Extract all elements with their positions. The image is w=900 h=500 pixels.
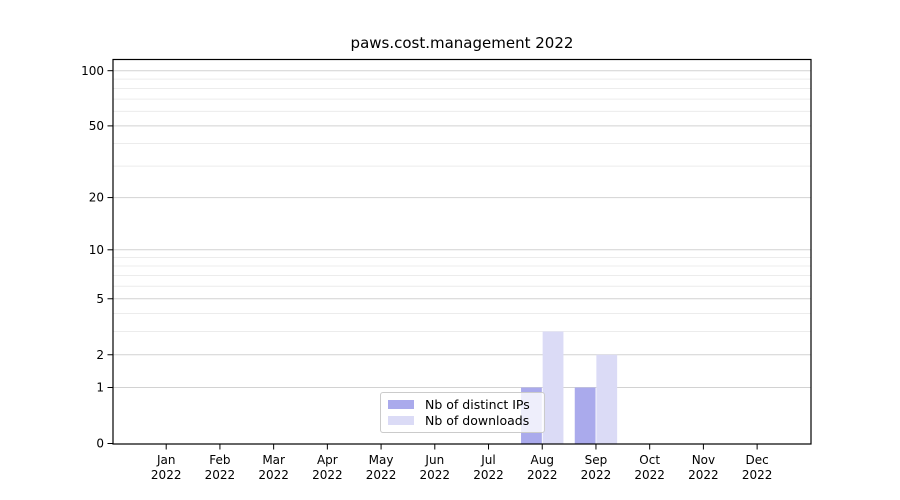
x-tick-label-year-oct: 2022 (634, 468, 665, 482)
x-tick-label-year-jan: 2022 (151, 468, 182, 482)
bar-nb-of-downloads-aug (542, 331, 564, 444)
x-tick-label-year-sep: 2022 (581, 468, 612, 482)
x-tick-label-month-may: May (369, 453, 394, 467)
y-tick-label-100: 100 (81, 64, 104, 78)
legend-swatch-downloads (388, 416, 414, 426)
plot-frame (112, 58, 812, 445)
x-tick-label-month-jun: Jun (424, 453, 444, 467)
x-tick-label-month-jan: Jan (156, 453, 176, 467)
bar-nb-of-distinct-ips-sep (574, 387, 596, 444)
x-tick-label-year-jul: 2022 (473, 468, 504, 482)
x-tick-label-month-sep: Sep (585, 453, 608, 467)
x-tick-label-month-feb: Feb (209, 453, 230, 467)
y-tick-label-10: 10 (89, 243, 104, 257)
legend-swatch-distinct-ips (388, 399, 414, 409)
x-tick-label-month-jul: Jul (480, 453, 495, 467)
x-tick-label-year-jun: 2022 (420, 468, 451, 482)
legend-item-downloads: Nb of downloads (388, 414, 537, 428)
legend-box: Nb of distinct IPs Nb of downloads (380, 392, 545, 433)
legend-item-distinct-ips: Nb of distinct IPs (388, 398, 537, 412)
chart-title: paws.cost.management 2022 (350, 34, 574, 52)
x-tick-label-year-apr: 2022 (312, 468, 343, 482)
x-tick-label-year-feb: 2022 (205, 468, 236, 482)
x-tick-label-year-nov: 2022 (688, 468, 719, 482)
y-tick-label-0: 0 (96, 437, 104, 451)
x-tick-label-month-apr: Apr (317, 453, 338, 467)
x-tick-label-month-nov: Nov (692, 453, 715, 467)
x-tick-label-month-dec: Dec (746, 453, 769, 467)
bar-nb-of-downloads-sep (596, 354, 618, 444)
y-tick-label-2: 2 (96, 348, 104, 362)
x-tick-label-month-mar: Mar (262, 453, 285, 467)
x-tick-label-year-dec: 2022 (742, 468, 773, 482)
legend-label-distinct-ips: Nb of distinct IPs (425, 396, 530, 412)
x-tick-label-month-oct: Oct (639, 453, 660, 467)
x-tick-label-year-may: 2022 (366, 468, 397, 482)
x-tick-label-year-aug: 2022 (527, 468, 558, 482)
y-tick-label-1: 1 (96, 381, 104, 395)
legend-label-downloads: Nb of downloads (425, 412, 530, 428)
y-tick-label-20: 20 (89, 191, 104, 205)
x-tick-label-month-aug: Aug (531, 453, 554, 467)
y-tick-label-5: 5 (96, 292, 104, 306)
y-tick-label-50: 50 (89, 119, 104, 133)
x-tick-label-year-mar: 2022 (258, 468, 289, 482)
